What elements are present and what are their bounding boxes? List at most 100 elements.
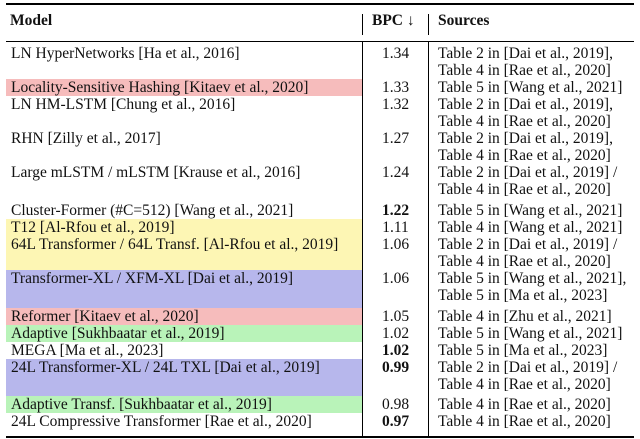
source-line: Table 4 in [Rae et al., 2020] — [438, 181, 611, 198]
source-line: Table 2 in [Dai et al., 2019] / — [438, 359, 618, 376]
table-row: Reformer [Kitaev et al., 2020] 1.05 Table … — [0, 308, 640, 325]
source-line: Table 2 in [Dai et al., 2019] / — [438, 236, 618, 253]
model-cell: Large mLSTM / mLSTM [Krause et al., 2016… — [11, 164, 301, 181]
sources-cell: Table 4 in [Rae et al., 2020] — [438, 396, 611, 413]
bpc-cell: 1.22 — [381, 202, 410, 219]
table-top-rule — [6, 3, 634, 5]
source-line: Table 4 in [Rae et al., 2020] — [438, 396, 611, 413]
bpc-cell: 1.11 — [382, 219, 409, 236]
model-cell: 24L Transformer-XL / 24L TXL [Dai et al.… — [11, 359, 320, 376]
bpc-cell: 1.02 — [381, 342, 410, 359]
model-cell: Reformer [Kitaev et al., 2020] — [11, 308, 199, 325]
model-cell: LN HM-LSTM [Chung et al., 2016] — [11, 96, 236, 113]
sources-cell: Table 2 in [Dai et al., 2019] / Table 4 i… — [438, 359, 617, 393]
source-line: Table 4 in [Rae et al., 2020] — [438, 413, 611, 430]
row-highlight — [6, 396, 362, 413]
table-row: LN HM-LSTM [Chung et al., 2016] 1.32 Table… — [0, 96, 640, 130]
model-cell: 64L Transformer / 64L Transf. [Al-Rfou e… — [11, 236, 339, 253]
table-row: Locality-Sensitive Hashing [Kitaev et al… — [0, 79, 640, 96]
sources-cell: Table 2 in [Dai et al., 2019], Table 4 in… — [438, 96, 613, 130]
source-line: Table 2 in [Dai et al., 2019] / — [438, 164, 618, 181]
row-highlight — [6, 236, 362, 270]
row-highlight — [6, 79, 362, 96]
source-line: Table 5 in [Wang et al., 2021] — [438, 79, 623, 96]
model-cell: LN HyperNetworks [Ha et al., 2016] — [11, 45, 240, 62]
model-cell: MEGA [Ma et al., 2023] — [11, 342, 164, 359]
header-model: Model — [10, 12, 53, 29]
header-bpc: BPC ↓ — [372, 12, 415, 29]
model-cell: Adaptive [Sukhbaatar et al., 2019] — [11, 325, 225, 342]
source-line: Table 4 in [Zhu et al., 2021] — [438, 308, 612, 325]
model-cell: Transformer-XL / XFM-XL [Dai et al., 201… — [11, 270, 294, 287]
model-cell: Locality-Sensitive Hashing [Kitaev et al… — [11, 79, 309, 96]
model-cell: T12 [Al-Rfou et al., 2019] — [11, 219, 175, 236]
table-row: MEGA [Ma et al., 2023] 1.02 Table 5 in [Ma… — [0, 342, 640, 359]
sources-cell: Table 2 in [Dai et al., 2019], Table 4 in… — [438, 45, 613, 79]
source-line: Table 2 in [Dai et al., 2019], — [438, 45, 613, 62]
model-cell: 24L Compressive Transformer [Rae et al.,… — [11, 413, 312, 430]
bpc-cell: 1.32 — [381, 96, 410, 113]
source-line: Table 5 in [Wang et al., 2021], — [438, 270, 627, 287]
bpc-cell: 0.98 — [381, 396, 410, 413]
table-row: 24L Compressive Transformer [Rae et al.,… — [0, 413, 640, 430]
table-row: LN HyperNetworks [Ha et al., 2016] 1.34 Ta… — [0, 45, 640, 79]
column-divider-2 — [428, 42, 429, 436]
row-highlight — [6, 219, 362, 236]
table-row: Cluster-Former (#C=512) [Wang et al., 20… — [0, 202, 640, 219]
bpc-cell: 1.06 — [381, 270, 410, 287]
bpc-cell: 0.99 — [381, 359, 410, 376]
sources-cell: Table 4 in [Zhu et al., 2021] — [438, 308, 612, 325]
source-line: Table 4 in [Rae et al., 2020] — [438, 376, 611, 393]
bpc-cell: 1.33 — [381, 79, 410, 96]
sources-cell: Table 5 in [Wang et al., 2021] — [438, 79, 622, 96]
row-highlight — [6, 308, 362, 325]
header-divider-1 — [362, 14, 363, 35]
sources-cell: Table 5 in [Wang et al., 2021] — [438, 202, 622, 219]
model-cell: Adaptive Transf. [Sukhbaatar et al., 201… — [11, 396, 272, 413]
sources-cell: Table 5 in [Ma et al., 2023] — [438, 342, 607, 359]
sources-cell: Table 2 in [Dai et al., 2019], Table 4 in… — [438, 130, 613, 164]
bpc-cell: 1.02 — [381, 325, 410, 342]
sources-cell: Table 2 in [Dai et al., 2019] / Table 4 i… — [438, 164, 617, 198]
bpc-cell: 1.06 — [381, 236, 410, 253]
source-line: Table 4 in [Wang et al., 2021] — [438, 219, 623, 236]
sources-cell: Table 5 in [Wang et al., 2021] — [438, 325, 622, 342]
row-highlight — [6, 270, 362, 308]
table-row: Large mLSTM / mLSTM [Krause et al., 2016… — [0, 164, 640, 198]
source-line: Table 5 in [Ma et al., 2023] — [438, 342, 608, 359]
source-line: Table 4 in [Rae et al., 2020] — [438, 62, 611, 79]
table-header-rule — [6, 41, 634, 42]
source-line: Table 5 in [Wang et al., 2021] — [438, 325, 623, 342]
bpc-cell: 1.27 — [381, 130, 410, 147]
table-bottom-rule — [6, 436, 634, 438]
column-divider-1 — [362, 42, 363, 436]
header-divider-2 — [428, 14, 429, 35]
model-cell: RHN [Zilly et al., 2017] — [11, 130, 161, 147]
bpc-cell: 0.97 — [381, 413, 410, 430]
table-row: T12 [Al-Rfou et al., 2019] 1.11 Table 4 in… — [0, 219, 640, 236]
row-highlight — [6, 359, 362, 396]
table-row: Transformer-XL / XFM-XL [Dai et al., 201… — [0, 270, 640, 308]
sources-cell: Table 5 in [Wang et al., 2021], Table 5 i… — [438, 270, 626, 304]
source-line: Table 4 in [Rae et al., 2020] — [438, 147, 611, 164]
model-cell: Cluster-Former (#C=512) [Wang et al., 20… — [11, 202, 294, 219]
row-highlight — [6, 325, 362, 342]
header-sources: Sources — [438, 12, 490, 29]
source-line: Table 2 in [Dai et al., 2019], — [438, 96, 613, 113]
bpc-cell: 1.34 — [381, 45, 410, 62]
source-line: Table 4 in [Rae et al., 2020] — [438, 253, 611, 270]
source-line: Table 2 in [Dai et al., 2019], — [438, 130, 613, 147]
table-row: 24L Transformer-XL / 24L TXL [Dai et al.… — [0, 359, 640, 396]
sources-cell: Table 4 in [Rae et al., 2020] — [438, 413, 611, 430]
source-line: Table 5 in [Ma et al., 2023] — [438, 287, 608, 304]
table-row: RHN [Zilly et al., 2017] 1.27 Table 2 in [… — [0, 130, 640, 164]
bpc-cell: 1.24 — [381, 164, 410, 181]
table-row: Adaptive Transf. [Sukhbaatar et al., 201… — [0, 396, 640, 413]
table-row: Adaptive [Sukhbaatar et al., 2019] 1.02 Ta… — [0, 325, 640, 342]
source-line: Table 4 in [Rae et al., 2020] — [438, 113, 611, 130]
table-row: 64L Transformer / 64L Transf. [Al-Rfou e… — [0, 236, 640, 270]
bpc-cell: 1.05 — [381, 308, 410, 325]
sources-cell: Table 2 in [Dai et al., 2019] / Table 4 i… — [438, 236, 617, 270]
sources-cell: Table 4 in [Wang et al., 2021] — [438, 219, 622, 236]
